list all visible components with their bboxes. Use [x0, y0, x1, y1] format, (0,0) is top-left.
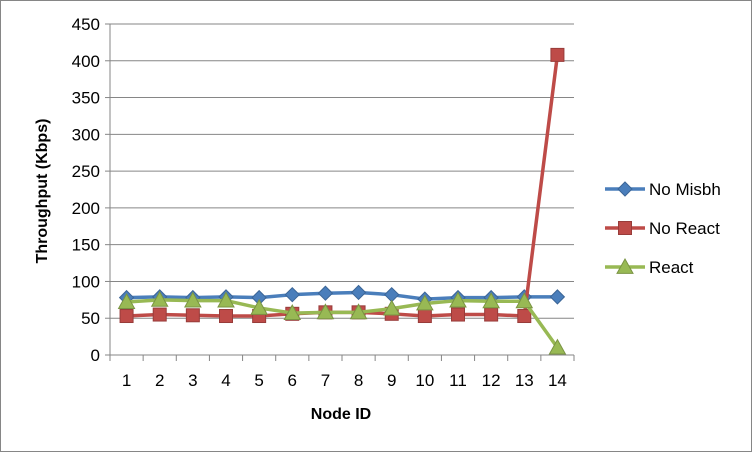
data-point-react: [184, 291, 202, 308]
y-tick-label: 200: [72, 199, 100, 218]
data-point-no-misbh: [317, 285, 334, 301]
y-tick-label: 450: [72, 15, 100, 34]
data-point-react: [117, 293, 136, 309]
data-point-no-react: [152, 307, 167, 322]
gridlines: [110, 23, 574, 319]
data-point-no-react: [417, 309, 432, 324]
x-tick-label: 7: [321, 371, 330, 390]
x-tick-label: 13: [515, 371, 534, 390]
x-tick-label: 3: [188, 371, 197, 390]
x-tick-label: 4: [221, 371, 230, 390]
data-point-react: [449, 291, 467, 308]
data-point-no-react: [219, 309, 233, 324]
series-line-react: [126, 298, 559, 349]
legend-label: No Misbh: [649, 180, 721, 199]
x-tick-label: 9: [387, 371, 396, 390]
legend-entry-react: React: [605, 257, 694, 277]
data-point-react: [283, 304, 302, 320]
data-point-no-misbh: [284, 286, 300, 303]
data-point-react: [382, 299, 401, 316]
y-tick-label: 150: [72, 236, 100, 255]
y-tick-label: 300: [72, 125, 100, 144]
data-point-no-react: [451, 307, 465, 322]
y-tick-label: 400: [72, 52, 100, 71]
legend-marker-no-misbh: [617, 181, 633, 197]
x-axis-title: Node ID: [311, 406, 371, 423]
x-tick-label: 6: [288, 371, 297, 390]
data-point-react: [316, 303, 335, 320]
data-point-react: [250, 298, 268, 315]
x-tick-label: 8: [354, 371, 363, 390]
data-point-no-misbh: [384, 286, 400, 303]
data-point-no-misbh: [549, 289, 566, 305]
data-point-react: [349, 303, 368, 320]
axes: [105, 23, 575, 361]
y-tick-label: 250: [72, 162, 100, 181]
legend-marker-react: [616, 257, 634, 274]
x-tick-label: 10: [415, 371, 434, 390]
legend-marker-no-react: [618, 221, 632, 235]
data-point-react: [416, 294, 434, 311]
y-tick-label: 350: [72, 89, 100, 108]
legend-label: React: [649, 258, 694, 277]
x-tick-label: 11: [449, 371, 467, 390]
legend-entry-no-react: No React: [605, 219, 720, 238]
data-point-no-react: [517, 309, 532, 324]
data-point-react: [482, 292, 500, 309]
data-point-no-react: [119, 309, 134, 324]
data-point-no-misbh: [350, 284, 367, 301]
y-tick-label: 50: [81, 309, 100, 328]
series-react: [117, 290, 567, 355]
x-tick-label: 14: [548, 371, 567, 390]
x-tick-label: 5: [254, 371, 263, 390]
data-point-no-react: [484, 307, 499, 322]
y-axis-title: Throughput (Kbps): [34, 119, 51, 264]
legend-entry-no-misbh: No Misbh: [605, 180, 721, 199]
series-line-no-react: [126, 54, 560, 318]
x-tick-label: 12: [482, 371, 501, 390]
legend: No Misbh No React React: [605, 180, 721, 277]
x-tick-label: 2: [155, 371, 164, 390]
data-point-react: [217, 291, 235, 308]
data-point-no-react: [185, 308, 200, 323]
legend-label: No React: [649, 219, 720, 238]
y-tick-label: 0: [91, 346, 100, 365]
data-point-react: [150, 290, 169, 307]
y-tick-label: 100: [72, 272, 100, 291]
data-point-no-react: [550, 47, 565, 62]
series-lines: [117, 47, 567, 355]
data-point-react: [515, 292, 534, 309]
data-point-react: [548, 338, 567, 355]
x-tick-label: 1: [122, 371, 131, 390]
